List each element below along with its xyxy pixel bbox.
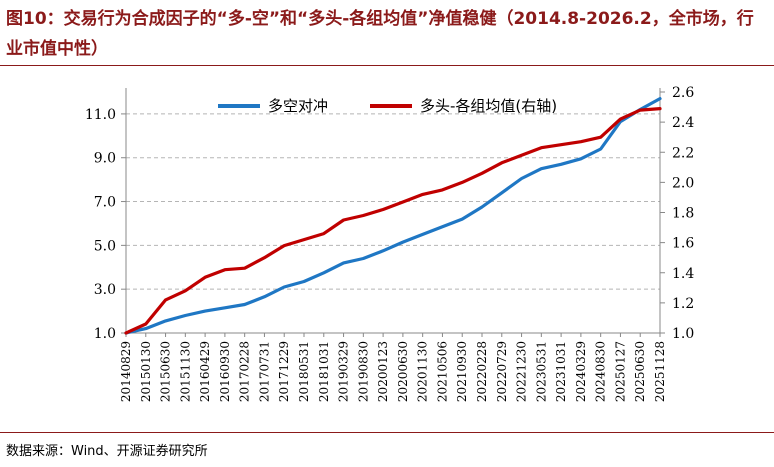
chart-container: 1.0 3.0 5.0 7.0 9.0 11.0 1.0 1.2 1.4 1.6 1.8 2.0 2.2…: [0, 68, 774, 430]
left-axis-tick-label: 11.0: [85, 107, 116, 123]
x-axis-tick-label: 20210506: [435, 341, 449, 402]
right-axis-tick-label: 2.6: [672, 85, 694, 101]
x-axis-tick-label: 20231031: [554, 341, 568, 402]
x-axis-tick-label: 20250127: [613, 341, 627, 402]
x-axis-tick-label: 20170228: [238, 341, 252, 402]
x-axis-tick-label: 20171229: [277, 341, 291, 402]
right-axis-tick-label: 2.2: [672, 145, 694, 161]
right-axis-tick-label: 1.0: [672, 326, 694, 342]
x-axis-tick-label: 20190329: [337, 341, 351, 402]
figure-title: 图10：交易行为合成因子的“多-空”和“多头-各组均值”净值稳健（2014.8-…: [6, 9, 754, 59]
right-axis-tick-label: 1.6: [672, 236, 694, 252]
x-axis-tick-label: 20221230: [515, 341, 529, 402]
x-axis-tick-label: 20250630: [633, 341, 647, 402]
right-axis-tick-label: 1.4: [672, 266, 694, 282]
right-axis-tick-label: 2.0: [672, 175, 694, 191]
x-axis-tick-label: 20150130: [139, 341, 153, 402]
right-axis-tick-label: 1.8: [672, 206, 694, 222]
x-axis-tick-label: 20200630: [396, 341, 410, 402]
right-axis-tick-label: 1.2: [672, 296, 694, 312]
source-note: 数据来源：Wind、开源证券研究所: [6, 444, 208, 459]
source-divider: [0, 432, 774, 433]
right-axis-tick-label: 2.4: [672, 115, 694, 131]
x-axis-tick-label: 20210930: [455, 341, 469, 402]
x-axis-tick-label: 20160930: [218, 341, 232, 402]
x-axis-tick-label: 20220729: [495, 341, 509, 402]
x-axis-tick-label: 20150630: [159, 341, 173, 402]
left-axis-tick-label: 5.0: [94, 238, 116, 254]
x-axis-tick-label: 20251128: [653, 341, 667, 402]
left-axis-tick-label: 9.0: [94, 151, 116, 167]
x-axis-tick-label: 20140829: [119, 341, 133, 402]
legend-label-long-short: 多空对冲: [268, 97, 328, 115]
x-axis-tick-label: 20220228: [475, 341, 489, 402]
x-axis-tick-label: 20240830: [594, 341, 608, 402]
x-axis-tick-label: 20170731: [257, 341, 271, 402]
left-axis-tick-label: 1.0: [94, 326, 116, 342]
left-axis-tick-label: 3.0: [94, 282, 116, 298]
x-axis-tick-label: 20151130: [178, 341, 192, 402]
x-axis-tick-label: 20240329: [574, 341, 588, 402]
line-chart: 1.0 3.0 5.0 7.0 9.0 11.0 1.0 1.2 1.4 1.6 1.8 2.0 2.2…: [85, 85, 695, 402]
series-line-long-short: [124, 97, 662, 335]
x-axis-tick-label: 20180531: [297, 341, 311, 402]
x-axis-tick-label: 20190830: [356, 341, 370, 402]
title-divider: [0, 65, 774, 66]
left-axis-tick-label: 7.0: [94, 195, 116, 211]
legend-label-long-minus-mean: 多头-各组均值(右轴): [420, 97, 557, 115]
x-axis-tick-label: 20160429: [198, 341, 212, 402]
series-line-long-minus-mean: [124, 106, 662, 335]
x-axis-tick-label: 20200123: [376, 341, 390, 402]
x-axis-tick-label: 20181031: [317, 341, 331, 402]
x-axis-tick-label: 20230531: [534, 341, 548, 402]
x-axis-tick-label: 20201130: [416, 341, 430, 402]
